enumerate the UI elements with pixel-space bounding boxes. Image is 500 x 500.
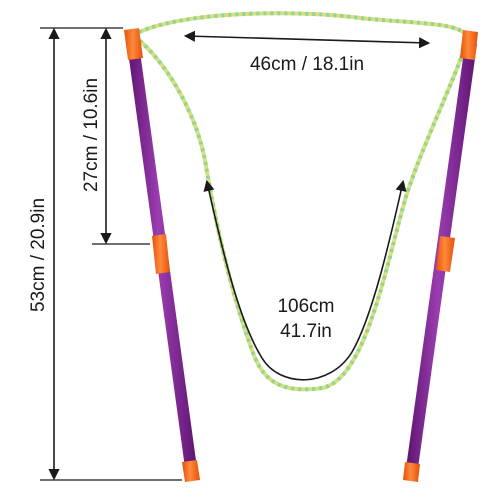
left-middle-joint (152, 234, 170, 274)
width-label: 46cm / 18.1in (250, 54, 364, 75)
rope-length-dimension: 106cm 41.7in (203, 179, 407, 381)
right-wand-pole (403, 30, 478, 482)
full-height-label: 53cm / 20.9in (28, 198, 49, 312)
left-wand-pole (124, 28, 200, 482)
left-bottom-cap (182, 460, 200, 482)
rope-length-arrow (203, 179, 407, 381)
right-top-cap (460, 30, 478, 60)
full-height-dimension: 53cm / 20.9in (28, 27, 182, 481)
width-arrow-line (183, 30, 431, 49)
right-bottom-cap (403, 462, 420, 482)
half-height-label: 27cm / 10.6in (81, 78, 102, 192)
width-dimension: 46cm / 18.1in (183, 30, 431, 75)
half-height-dimension: 27cm / 10.6in (81, 27, 150, 245)
rope-length-label-line1: 106cm (277, 296, 334, 317)
left-top-cap (124, 28, 143, 60)
right-middle-joint (436, 236, 455, 272)
rope-length-label-line2: 41.7in (280, 321, 332, 342)
